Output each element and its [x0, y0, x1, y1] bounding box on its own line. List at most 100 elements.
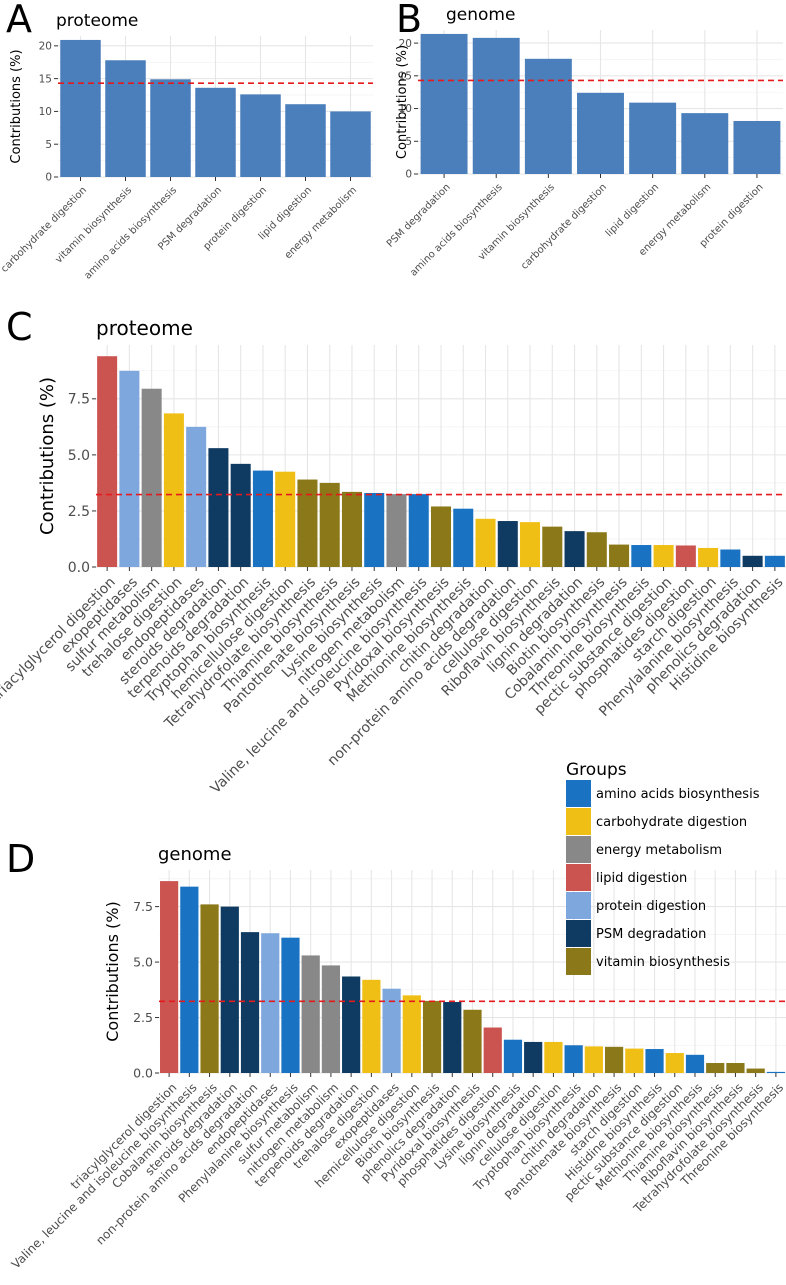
legend-swatch-lipid-digestion — [566, 864, 591, 891]
bar-cellulose-digestion — [520, 522, 541, 567]
bar-phenolics-degradation — [742, 555, 763, 567]
bar-riboflavin-biosynthesis — [542, 526, 563, 567]
bar-methionine-biosynthesis — [685, 1054, 705, 1073]
y-tick-label: 0 — [45, 172, 52, 184]
bar-phenolics-degradation — [443, 1002, 462, 1073]
bar-vitamin-biosynthesis — [524, 58, 572, 174]
panel-letter-b: B — [396, 0, 422, 41]
bars — [420, 33, 781, 174]
bar-steroids-degradation — [208, 448, 229, 567]
legend-swatch-psm-degradation — [566, 920, 591, 947]
bar-psm-degradation — [420, 33, 468, 174]
bar-tryptophan-biosynthesis — [252, 470, 273, 567]
bar-terpenoids-degradation — [230, 463, 251, 567]
bar-hemicellulose-digestion — [275, 471, 296, 567]
bar-exopeptidases — [382, 988, 401, 1073]
bar-methionine-biosynthesis — [453, 508, 474, 567]
bar-protein-digestion — [733, 120, 781, 174]
y-tick-label: 15 — [39, 73, 52, 85]
bar-energy-metabolism — [681, 113, 729, 174]
x-axis-ticks: triacylglycerol digestionexopeptidasessu… — [0, 567, 786, 797]
bar-nitrogen-metabolism — [321, 965, 341, 1073]
x-tick-label: amino acids biosynthesis — [408, 182, 505, 279]
bar-amino-acids-biosynthesis — [150, 79, 191, 177]
panel-letter-a: A — [6, 0, 32, 41]
bar-phenylalanine-biosynthesis — [281, 937, 300, 1073]
bar-trehalose-digestion — [362, 979, 381, 1073]
bar-chitin-degradation — [475, 518, 496, 567]
y-axis-label: Contributions (%) — [9, 49, 24, 163]
y-tick-label: 20 — [39, 41, 52, 53]
bar-carbohydrate-digestion — [60, 39, 101, 178]
bar-steroids-degradation — [220, 906, 239, 1073]
legend-title: Groups — [566, 760, 627, 780]
bar-trehalose-digestion — [163, 413, 184, 567]
bar-triacylglycerol-digestion — [160, 881, 179, 1073]
y-tick-label: 20 — [399, 38, 412, 50]
bar-vitamin-biosynthesis — [105, 60, 146, 177]
bar-non-protein-amino-acids-degradation — [240, 932, 260, 1073]
bar-phenylalanine-biosynthesis — [720, 549, 741, 567]
panel-title: genome — [158, 844, 232, 865]
bar-pectic-substance-digestion — [665, 1053, 684, 1073]
bar-histidine-biosynthesis — [645, 1049, 664, 1073]
legend-label-lipid-digestion: lipid digestion — [596, 871, 687, 886]
bar-tetrahydrofolate-biosynthesis — [297, 479, 318, 567]
bar-cobalamin-biosynthesis — [200, 904, 219, 1073]
legend-swatch-protein-digestion — [566, 892, 591, 919]
y-tick-label: 5 — [405, 136, 412, 148]
legend-label-protein-digestion: protein digestion — [596, 899, 706, 914]
bar-riboflavin-biosynthesis — [726, 1063, 745, 1073]
x-tick-label: carbohydrate digestion — [519, 182, 609, 272]
bar-threonine-biosynthesis — [766, 1071, 785, 1073]
bar-lipid-digestion — [285, 104, 326, 177]
bar-starch-digestion — [698, 547, 719, 567]
bar-terpenoids-degradation — [342, 976, 361, 1073]
bar-thiamine-biosynthesis — [706, 1063, 725, 1073]
bar-amino-acids-biosynthesis — [472, 37, 520, 174]
y-tick-label: 0.0 — [133, 1065, 153, 1080]
bar-tetrahydrofolate-biosynthesis — [746, 1068, 765, 1073]
y-axis-label: Contributions (%) — [395, 45, 410, 159]
bar-starch-digestion — [625, 1048, 644, 1073]
bar-psm-degradation — [195, 87, 236, 177]
legend-swatch-vitamin-biosynthesis — [566, 948, 591, 975]
y-tick-label: 10 — [39, 106, 52, 118]
bar-cellulose-digestion — [544, 1041, 563, 1073]
bar-pantothenate-biosynthesis — [341, 491, 362, 567]
legend-swatch-amino-acids-biosynthesis — [566, 780, 591, 807]
bar-threonine-biosynthesis — [631, 545, 652, 567]
bar-biotin-biosynthesis — [422, 1000, 442, 1073]
bar-energy-metabolism — [330, 111, 371, 177]
legend-swatch-energy-metabolism — [566, 836, 591, 863]
bar-exopeptidases — [119, 370, 140, 567]
bar-sulfur-metabolism — [141, 388, 162, 567]
y-tick-label: 10 — [399, 103, 412, 115]
bars — [60, 39, 371, 178]
y-tick-label: 2.5 — [133, 1010, 153, 1025]
legend-label-amino-acids-biosynthesis: amino acids biosynthesis — [596, 787, 760, 802]
bar-biotin-biosynthesis — [586, 532, 607, 567]
bar-phosphatides-digestion — [483, 1027, 502, 1073]
bar-pyridoxal-biosynthesis — [463, 1009, 482, 1073]
x-tick-label: carbohydrate digestion — [0, 185, 89, 275]
bar-non-protein-amino-acids-degradation — [497, 521, 518, 567]
y-tick-label: 7.5 — [68, 392, 90, 408]
bar-tryptophan-biosynthesis — [564, 1045, 583, 1073]
bar-endopeptidases — [261, 933, 280, 1073]
bar-thiamine-biosynthesis — [319, 482, 340, 567]
y-axis-ticks: 0.0 2.5 5.0 7.5 — [68, 392, 96, 576]
bar-carbohydrate-digestion — [577, 92, 624, 174]
bar-pantothenate-biosynthesis — [604, 1046, 624, 1073]
bar-lysine-biosynthesis — [503, 1039, 523, 1073]
y-axis-label: Contributions (%) — [103, 901, 122, 1041]
legend-label-energy-metabolism: energy metabolism — [596, 843, 722, 858]
bars — [160, 881, 785, 1073]
